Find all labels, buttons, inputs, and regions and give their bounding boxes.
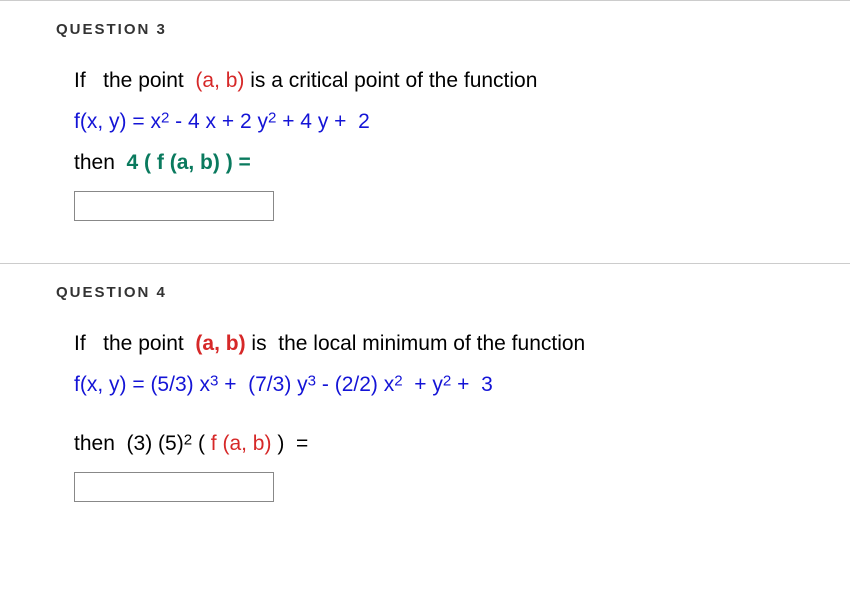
q4-intro-line: If the point (a, b) is the local minimum…: [74, 325, 810, 364]
q4-intro-t2: is the local minimum of the function: [246, 332, 586, 355]
q4-fn-d: + y: [403, 373, 443, 396]
q3-answer-input[interactable]: [74, 191, 274, 221]
q3-eval-expr: 4 ( f (a, b) ) =: [127, 151, 251, 174]
q3-fn-end: + 4 y + 2: [276, 110, 369, 133]
q4-then-after: (: [192, 432, 211, 455]
q3-then-line: then 4 ( f (a, b) ) =: [74, 144, 810, 183]
question-3-body: If the point (a, b) is a critical point …: [56, 62, 810, 223]
q4-gap: [74, 407, 810, 425]
q3-fn-x: x: [150, 110, 161, 133]
q3-function-line: f(x, y) = x2 - 4 x + 2 y2 + 4 y + 2: [74, 103, 810, 142]
question-4-body: If the point (a, b) is the local minimum…: [56, 325, 810, 504]
q4-fn-c: - (2/2) x: [316, 373, 394, 396]
q4-intro-t1: If the point: [74, 332, 195, 355]
q4-f-call: f (a, b): [211, 432, 272, 455]
q4-answer-input[interactable]: [74, 472, 274, 502]
q3-point-label: (a, b): [195, 69, 244, 92]
q4-fn-e: + 3: [451, 373, 492, 396]
q4-answer-wrap: [74, 466, 810, 505]
q3-then-label: then: [74, 151, 127, 174]
q4-function-line: f(x, y) = (5/3) x3 + (7/3) y3 - (2/2) x2…: [74, 366, 810, 405]
q3-fn: f(x, y) = x2 - 4 x + 2 y2 + 4 y + 2: [74, 110, 370, 133]
question-4-heading: QUESTION 4: [56, 284, 810, 301]
q3-answer-wrap: [74, 185, 810, 224]
q4-fn-b: + (7/3) y: [218, 373, 307, 396]
q4-then-label: then (3) (5): [74, 432, 184, 455]
q4-fn-lhs: f(x, y) =: [74, 373, 150, 396]
q4-then-close: ) =: [271, 432, 308, 455]
question-3: QUESTION 3 If the point (a, b) is a crit…: [0, 0, 850, 263]
q3-intro-line: If the point (a, b) is a critical point …: [74, 62, 810, 101]
q4-fn-a: (5/3) x: [150, 373, 210, 396]
question-4: QUESTION 4 If the point (a, b) is the lo…: [0, 263, 850, 544]
q3-intro-t2: is a critical point of the function: [244, 69, 537, 92]
q3-intro-t1: If the point: [74, 69, 195, 92]
q4-then-exp2: 2: [184, 432, 192, 449]
question-3-heading: QUESTION 3: [56, 21, 810, 38]
q3-fn-mid: - 4 x + 2 y: [169, 110, 268, 133]
q4-point-label: (a, b): [195, 332, 245, 355]
q3-fn-lhs: f(x, y) =: [74, 110, 150, 133]
q4-exp3b: 3: [308, 373, 316, 390]
q4-then-line: then (3) (5)2 ( f (a, b) ) =: [74, 425, 810, 464]
q4-fn: f(x, y) = (5/3) x3 + (7/3) y3 - (2/2) x2…: [74, 373, 493, 396]
q4-exp2a: 2: [394, 373, 402, 390]
